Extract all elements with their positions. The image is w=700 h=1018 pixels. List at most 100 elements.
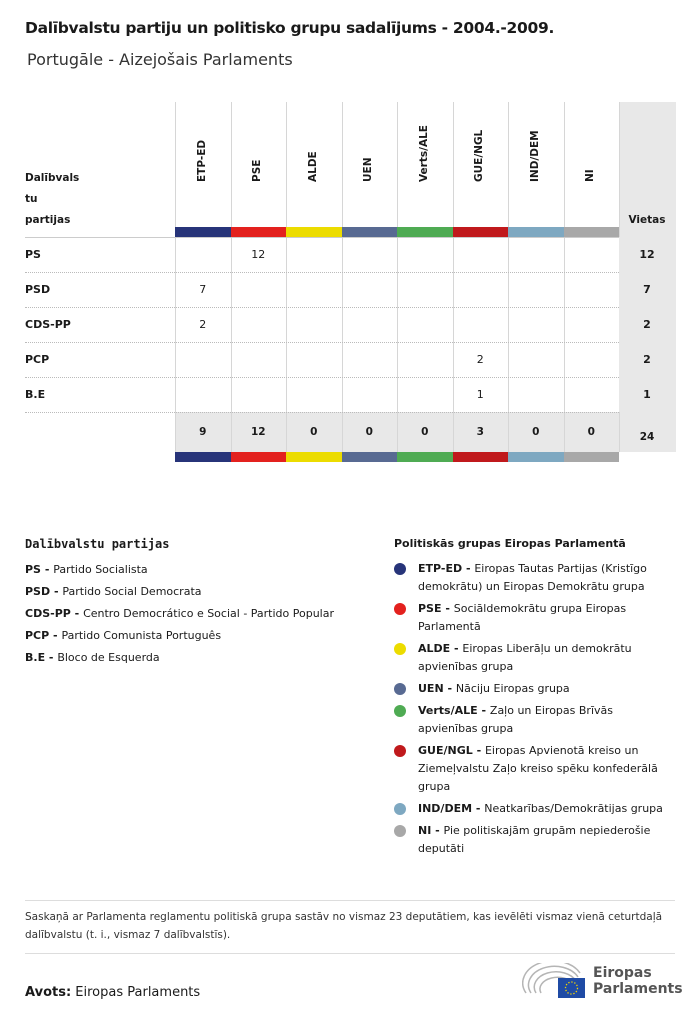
group-color-bar — [508, 452, 564, 462]
separator: - — [49, 629, 62, 642]
party-code: PCP — [25, 629, 50, 642]
group-legend-item: ALDE - Eiropas Liberāļu un demokrātu apv… — [418, 640, 668, 676]
total-cell-bg — [619, 307, 675, 342]
group-color-bar — [286, 452, 342, 462]
group-total: 0 — [310, 426, 318, 438]
logo-text: Eiropas — [593, 965, 652, 981]
party-legend-item: B.E - Bloco de Esquerda — [25, 651, 160, 664]
group-header: IND/DEM — [528, 130, 541, 182]
separator: - — [431, 824, 444, 837]
groups-legend-heading: Politiskās grupas Eiropas Parlamentā — [394, 537, 626, 550]
group-total: 0 — [365, 426, 373, 438]
total-cell-bg — [619, 342, 675, 377]
separator: - — [45, 651, 58, 664]
parties-legend-heading: Dalībvalstu partijas — [25, 537, 170, 551]
party-code: PSD — [25, 585, 51, 598]
separator: - — [443, 682, 456, 695]
group-color-dot-icon — [394, 825, 406, 837]
group-color-dot-icon — [394, 705, 406, 717]
group-legend-item: GUE/NGL - Eiropas Apvienotā kreiso un Zi… — [418, 742, 668, 796]
group-code: PSE — [418, 602, 442, 615]
separator: - — [462, 562, 475, 575]
party-name: Centro Democrático e Social - Partido Po… — [83, 607, 335, 620]
row-total: 7 — [643, 283, 651, 296]
separator: - — [477, 704, 490, 717]
column-divider — [452, 102, 454, 452]
separator: - — [50, 585, 63, 598]
group-code: ALDE — [418, 642, 451, 655]
party-name: Partido Socialista — [53, 563, 148, 576]
group-header: NI — [584, 169, 597, 182]
seat-value: 7 — [199, 283, 207, 296]
group-code: Verts/ALE — [418, 704, 478, 717]
group-code: GUE/NGL — [418, 744, 473, 757]
group-color-bar — [563, 452, 619, 462]
party-legend-item: CDS-PP - Centro Democrático e Social - P… — [25, 607, 334, 620]
row-total: 2 — [643, 318, 651, 331]
party-legend-item: PS - Partido Socialista — [25, 563, 148, 576]
row-header-line: Dalībvals — [25, 172, 80, 184]
group-legend-item: PSE - Sociāldemokrātu grupa Eiropas Parl… — [418, 600, 668, 636]
row-total: 2 — [643, 353, 651, 366]
separator: - — [70, 607, 84, 620]
group-total: 0 — [421, 426, 429, 438]
total-cell-bg — [619, 272, 675, 307]
group-color-bar — [230, 227, 286, 237]
party-legend-item: PCP - Partido Comunista Português — [25, 629, 221, 642]
ep-logo: Eiropas Parlaments — [522, 960, 683, 1003]
seat-value: 2 — [476, 353, 484, 366]
separator: - — [441, 602, 454, 615]
group-color-bar — [452, 452, 508, 462]
group-color-dot-icon — [394, 683, 406, 695]
group-color-bar — [508, 227, 564, 237]
separator: - — [472, 744, 485, 757]
group-total: 12 — [250, 426, 266, 438]
separator: - — [40, 563, 54, 576]
party-label: CDS-PP — [25, 318, 71, 331]
group-header: GUE/NGL — [473, 129, 486, 182]
party-name: Bloco de Esquerda — [57, 651, 160, 664]
group-legend-item: NI - Pie politiskajām grupām nepiederoši… — [418, 822, 668, 858]
page-title: Dalībvalstu partiju un politisko grupu s… — [25, 19, 555, 37]
group-name: Zaļo un Eiropas Brīvās apvienības grupa — [418, 704, 613, 735]
seat-table: Dalībvals tu partijas Vietas ETP-ED PSE AL… — [0, 0, 700, 470]
total-header: Vietas — [628, 214, 666, 226]
separator: - — [472, 802, 485, 815]
group-color-bar — [175, 227, 231, 237]
party-label: PCP — [25, 353, 50, 366]
group-total: 0 — [587, 426, 595, 438]
row-divider — [25, 272, 619, 273]
party-label: PSD — [25, 283, 51, 296]
group-code: ETP-ED — [418, 562, 463, 575]
group-color-bar — [397, 452, 453, 462]
group-name: Sociāldemokrātu grupa Eiropas Parlamentā — [418, 602, 627, 633]
party-code: PS — [25, 563, 41, 576]
group-color-bar — [341, 227, 397, 237]
group-color-bar — [341, 452, 397, 462]
row-divider — [25, 342, 619, 343]
group-color-bar — [230, 452, 286, 462]
group-header: ALDE — [306, 151, 319, 182]
group-color-dot-icon — [394, 745, 406, 757]
source-value: Eiropas Parlaments — [75, 985, 201, 1000]
group-total: 3 — [476, 426, 484, 438]
group-header: PSE — [251, 159, 264, 182]
group-legend-item: Verts/ALE - Zaļo un Eiropas Brīvās apvie… — [418, 702, 668, 738]
column-divider — [175, 102, 176, 452]
group-color-dot-icon — [394, 563, 406, 575]
group-color-bar — [452, 227, 508, 237]
party-legend-item: PSD - Partido Social Democrata — [25, 585, 202, 598]
hemicycle-logo-icon — [522, 960, 585, 998]
group-color-dot-icon — [394, 643, 406, 655]
row-total: 12 — [639, 248, 655, 261]
source-label: Avots: — [25, 985, 72, 1000]
divider — [25, 900, 675, 901]
header-divider — [25, 237, 675, 238]
party-label: B.E — [25, 388, 46, 401]
seat-value: 1 — [476, 388, 484, 401]
group-name: Eiropas Liberāļu un demokrātu apvienības… — [418, 642, 632, 673]
group-code: NI — [418, 824, 432, 837]
group-color-bar — [563, 227, 619, 237]
column-divider — [286, 102, 287, 452]
column-divider — [341, 102, 343, 452]
